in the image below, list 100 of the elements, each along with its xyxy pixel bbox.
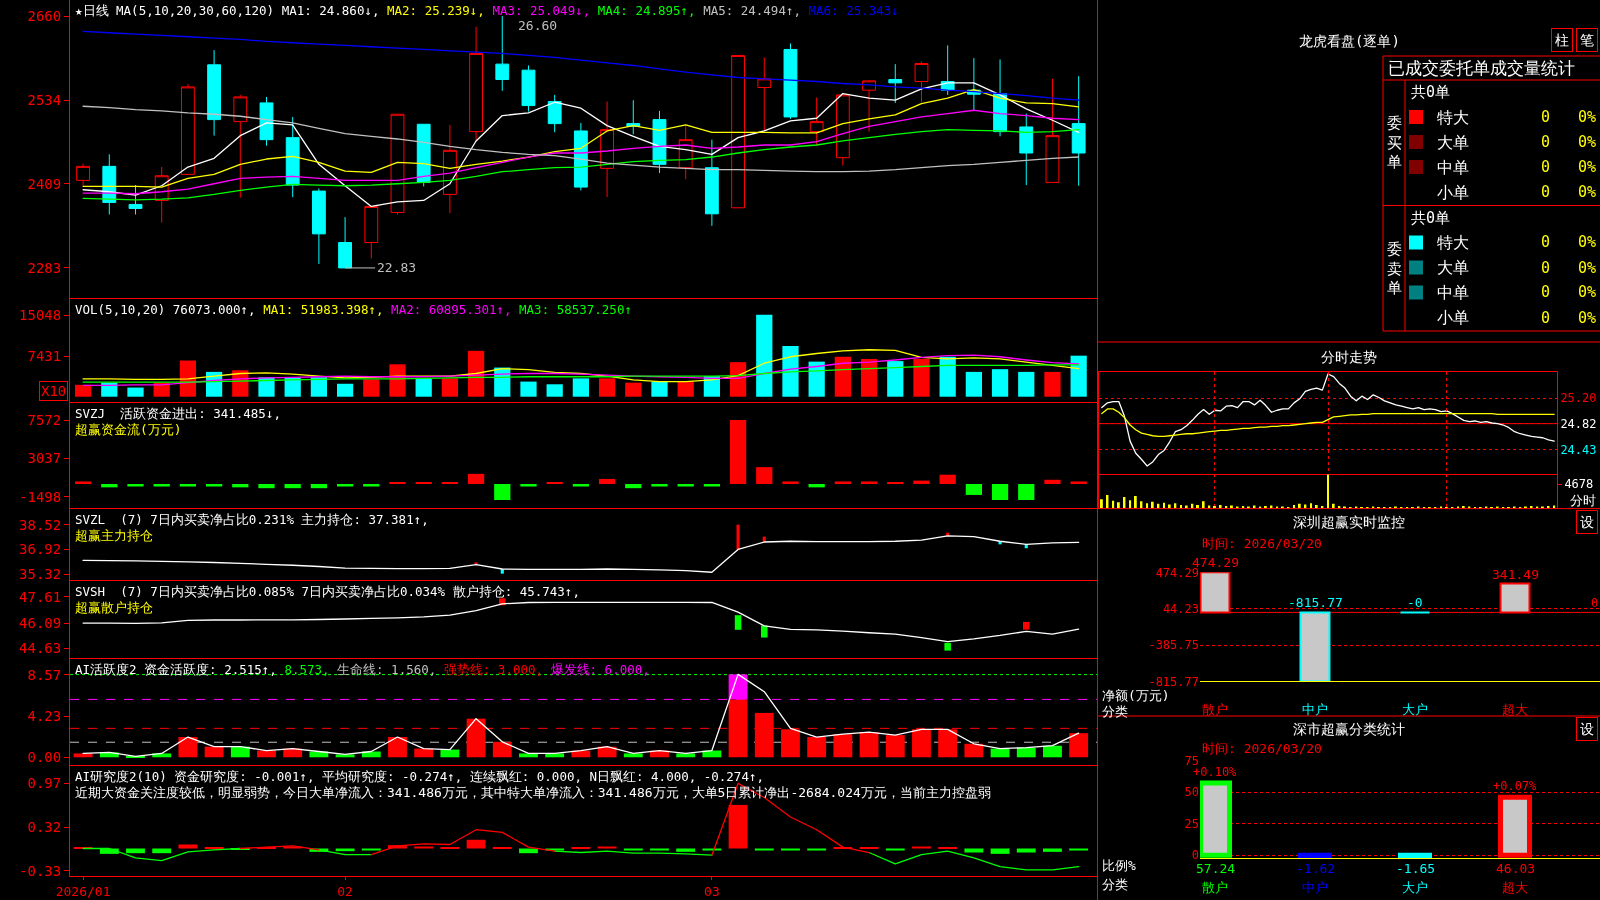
y-tick-label: 46.09 (19, 615, 62, 632)
x-tick-label: 02 (337, 883, 353, 899)
bar (1299, 611, 1331, 682)
bar (860, 358, 878, 397)
bar (703, 483, 720, 487)
y-tick-label: 25.20 (1560, 391, 1597, 406)
data-label: 46.03 (1496, 861, 1536, 876)
bar (466, 718, 486, 758)
candlestick (757, 56, 772, 132)
candlestick (469, 26, 483, 142)
bar (415, 378, 432, 397)
chart-title: 深市超赢分类统计 (1293, 721, 1405, 737)
text: MA1: 24.860↓, (281, 3, 380, 18)
bar (336, 483, 354, 487)
data-label: 0% (1578, 108, 1597, 126)
candlestick (495, 15, 510, 92)
category-label: 中单 (1437, 283, 1469, 302)
category-label: 小单 (1437, 183, 1469, 202)
category-label: 大单 (1437, 133, 1469, 152)
bar (440, 749, 460, 758)
bar (782, 345, 799, 397)
data-label: 0 (1541, 133, 1551, 151)
y-tick-label: 7431 (27, 348, 62, 365)
y-tick-label: 2409 (27, 175, 62, 192)
chart-title: SVSH (7) 7日内买卖净占比0.085% 7日内买卖净占比0.034% 散户持仓: 45.743↑, (75, 584, 580, 599)
y-tick-label: 3037 (27, 450, 62, 467)
bar (572, 483, 589, 487)
line-series (82, 30, 1080, 101)
text: MA1: 51983.398↑, (263, 302, 384, 317)
data-label: 0 (1541, 158, 1551, 176)
bar (834, 481, 851, 484)
bar (677, 483, 694, 487)
y-tick-label: 0 (1191, 848, 1199, 863)
bar (965, 371, 982, 397)
data-label: 0 (1541, 283, 1551, 301)
annotation: +0.10% (1193, 765, 1238, 779)
data-label: 0 (1541, 259, 1551, 277)
text: 超赢散户持仓 (75, 600, 153, 615)
candlestick (521, 64, 536, 113)
chart-title: 分时走势 (1321, 349, 1377, 365)
bar (990, 748, 1010, 758)
data-label: 0 (1541, 309, 1551, 327)
text: MA2: 60895.301↑, (391, 302, 512, 317)
bar (388, 737, 407, 758)
bar (389, 364, 406, 397)
y-tick-label: -1498 (19, 488, 62, 505)
candlestick (914, 60, 929, 103)
annotation: 26.60 (518, 18, 558, 33)
line-series (82, 88, 1080, 188)
ref-line-label: 生命线: 1.560, (337, 662, 437, 677)
bar (1070, 355, 1087, 397)
bar (964, 848, 984, 853)
bar (807, 848, 827, 851)
bar (736, 524, 740, 550)
candlestick (835, 94, 850, 167)
bar (598, 378, 616, 397)
y-tick-label: 38.52 (19, 516, 62, 533)
ref-line-label: 爆发线: 6.000, (550, 662, 650, 677)
bar (205, 483, 223, 487)
x-axis-title: 分类 (1102, 877, 1128, 892)
y-tick-label: 25 (1184, 816, 1199, 831)
text: 资金活跃度: 2.515↑, (144, 662, 277, 677)
y-tick-label: 2660 (27, 7, 62, 24)
bar (230, 746, 250, 758)
data-label: -1.62 (1296, 861, 1336, 876)
bar (887, 361, 904, 397)
x-tick-label: 散户 (1202, 879, 1228, 895)
legend-label: 委买单 (1387, 114, 1402, 171)
candlestick (233, 94, 248, 199)
bar (520, 483, 537, 487)
line-series (1101, 373, 1555, 467)
bar (127, 483, 144, 487)
data-label: 0% (1578, 283, 1597, 301)
line-series (82, 82, 1080, 208)
chart-title: ★日线 MA(5,10,20,30,60,120) (75, 3, 275, 18)
bar (414, 846, 434, 849)
bar (754, 848, 774, 851)
category-label: 大单 (1437, 258, 1469, 277)
legend-label: 委卖单 (1387, 240, 1402, 297)
bar (833, 734, 853, 758)
x-tick-label: 03 (704, 883, 720, 899)
bar (650, 848, 669, 851)
category-label: 特大 (1437, 108, 1469, 127)
y-tick-label: 35.32 (19, 566, 62, 583)
bar (781, 848, 800, 851)
bar (1069, 733, 1089, 758)
bar (782, 481, 799, 484)
data-label: 0% (1578, 259, 1597, 277)
bar (944, 642, 951, 651)
candlestick (416, 123, 431, 187)
text: 龙虎看盘(逐单) (1299, 33, 1400, 49)
bar (1016, 848, 1036, 853)
bar (1018, 371, 1035, 397)
candlestick (311, 187, 326, 265)
bar (153, 382, 170, 397)
y-tick-label: 44.23 (1162, 601, 1199, 616)
ref-line-label: 强势线: 3.000, (443, 662, 544, 677)
ref-line-label: 8.573, (284, 662, 330, 677)
chart-title: AI活跃度2 (75, 662, 137, 677)
chart-title: SVZJ 活跃资金进出: 341.485↓, (75, 406, 281, 421)
